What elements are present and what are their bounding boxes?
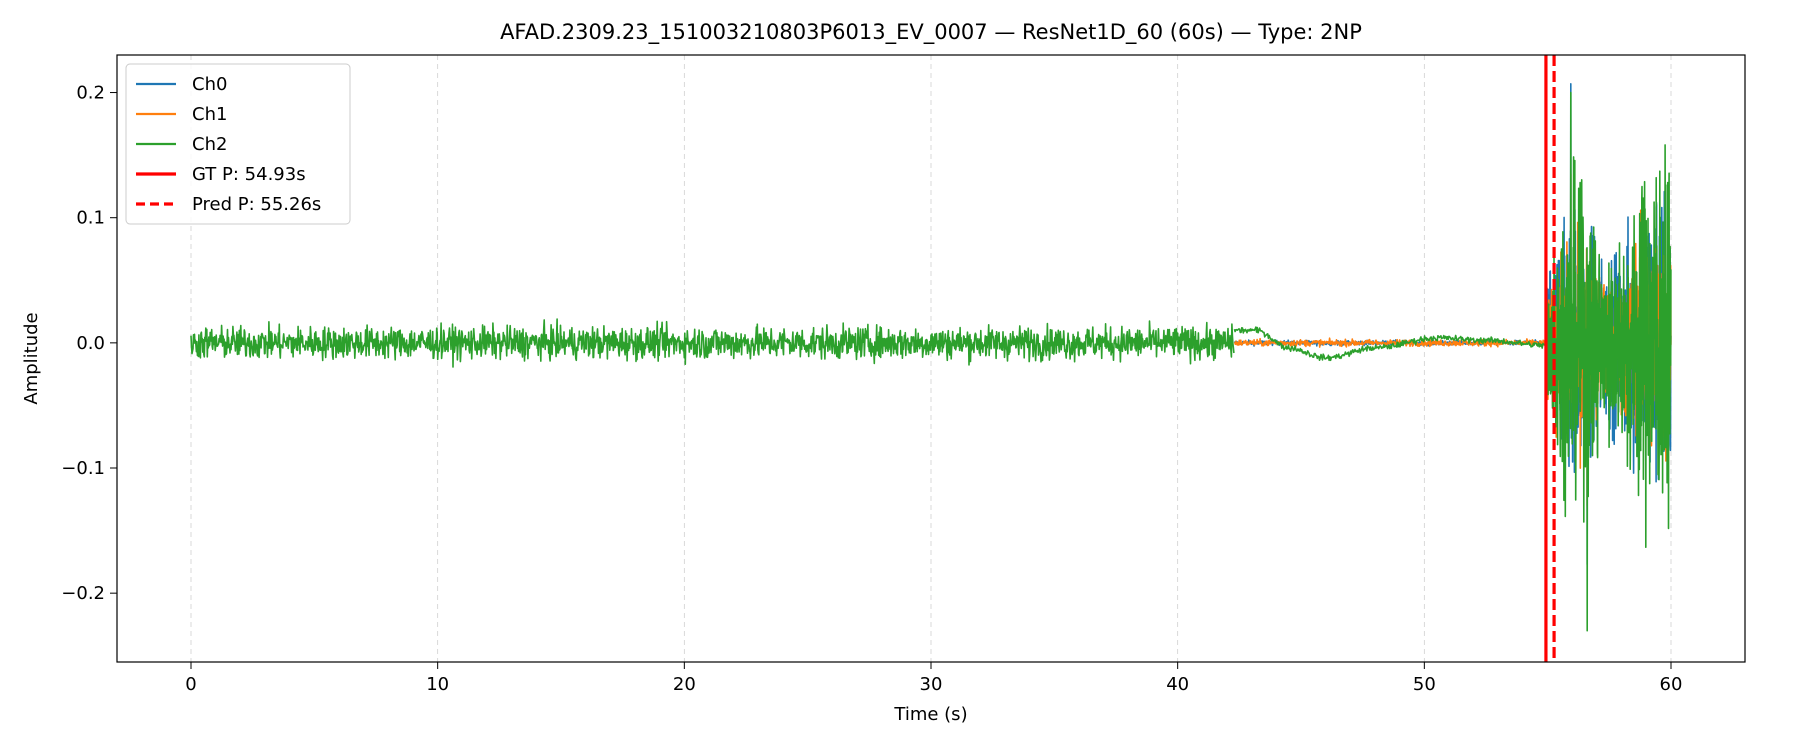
x-tick-label: 10	[426, 674, 449, 695]
legend-label: Ch0	[192, 74, 227, 95]
legend-label: GT P: 54.93s	[192, 164, 306, 185]
y-tick-label: 0.0	[76, 333, 105, 354]
axis-ticks: 0 10 20 30 40 50 60 −0.2 −0.1 0.0 0.1 0.2	[61, 83, 1682, 695]
legend-label: Ch1	[192, 104, 227, 125]
x-tick-label: 0	[185, 674, 196, 695]
y-axis-label: Amplitude	[21, 312, 42, 404]
pick-lines	[1544, 55, 1556, 662]
legend-box	[125, 63, 351, 225]
x-tick-label: 60	[1660, 674, 1683, 695]
series-ch2	[190, 91, 1672, 632]
traces	[190, 83, 1672, 632]
trace-ch2-burst	[1545, 91, 1672, 632]
legend: Ch0 Ch1 Ch2 GT P: 54.93s Pred P: 55.26s	[125, 63, 351, 225]
trace-ch1-noise	[1233, 337, 1547, 348]
trace-ch2-drift	[1233, 326, 1546, 362]
x-tick-label: 40	[1166, 674, 1189, 695]
chart-title: AFAD.2309.23_151003210803P6013_EV_0007 —…	[500, 20, 1362, 45]
y-tick-label: 0.2	[76, 83, 105, 104]
y-tick-label: 0.1	[76, 208, 105, 229]
trace-ch2-noise	[190, 318, 1235, 368]
y-tick-label: −0.2	[61, 583, 105, 604]
x-tick-label: 20	[673, 674, 696, 695]
legend-label: Ch2	[192, 134, 227, 155]
x-tick-label: 50	[1413, 674, 1436, 695]
legend-label: Pred P: 55.26s	[192, 194, 321, 215]
x-axis-label: Time (s)	[893, 704, 967, 725]
y-tick-label: −0.1	[61, 458, 105, 479]
x-tick-label: 30	[920, 674, 943, 695]
